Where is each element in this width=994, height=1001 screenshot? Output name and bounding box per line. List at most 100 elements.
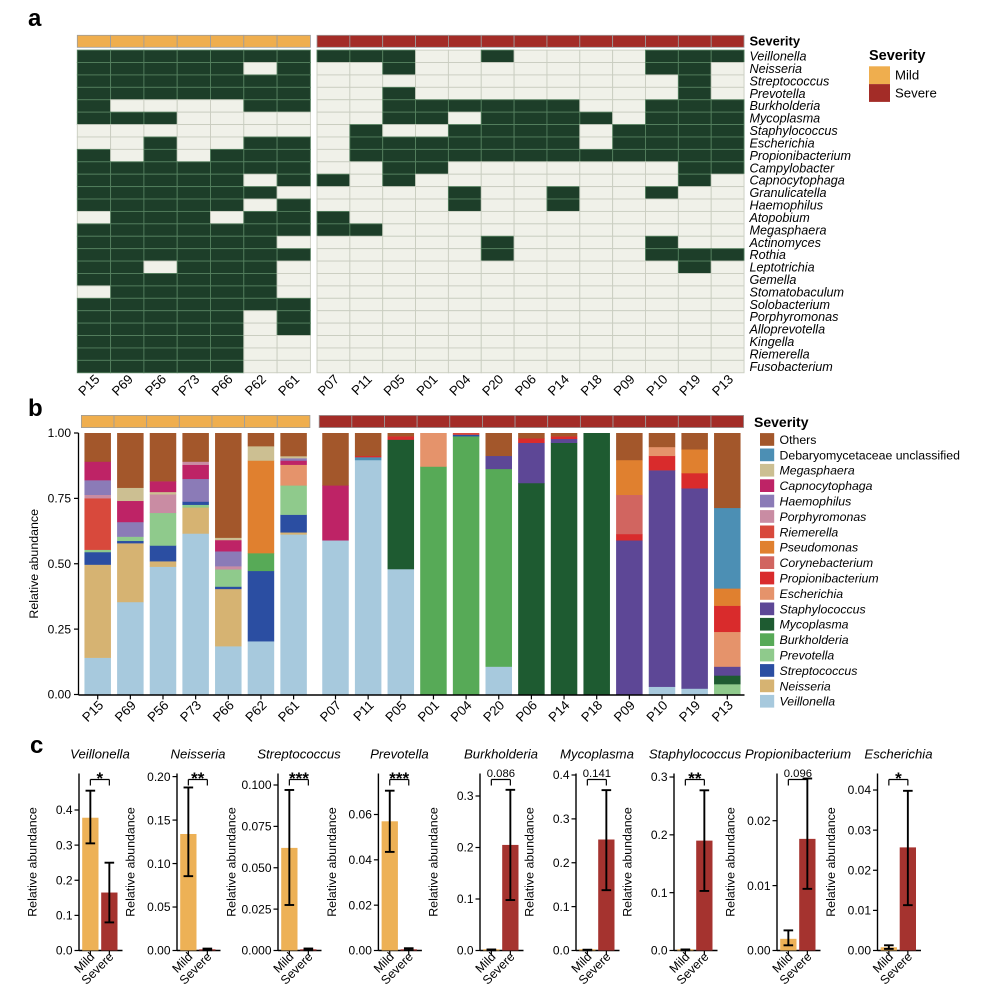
svg-text:***: ***	[289, 769, 309, 788]
svg-text:Veillonella: Veillonella	[70, 747, 130, 762]
svg-text:Relative abundance: Relative abundance	[27, 509, 41, 619]
svg-text:Propionibacterium: Propionibacterium	[750, 149, 852, 163]
svg-text:Staphylococcus: Staphylococcus	[780, 602, 866, 616]
svg-text:Veillonella: Veillonella	[750, 50, 807, 64]
svg-text:Relative abundance: Relative abundance	[824, 807, 838, 917]
svg-text:Staphylococcus: Staphylococcus	[649, 747, 742, 762]
svg-text:Relative abundance: Relative abundance	[724, 807, 738, 917]
svg-text:Atopobium: Atopobium	[749, 211, 810, 225]
svg-text:Capnocytophaga: Capnocytophaga	[750, 174, 845, 188]
svg-text:0.01: 0.01	[747, 879, 771, 893]
svg-text:Relative abundance: Relative abundance	[124, 807, 138, 917]
svg-text:Relative abundance: Relative abundance	[325, 807, 339, 917]
svg-text:Debaryomycetaceae unclassified: Debaryomycetaceae unclassified	[780, 448, 961, 462]
svg-text:0.100: 0.100	[241, 778, 271, 792]
svg-text:Porphyromonas: Porphyromonas	[780, 510, 867, 524]
svg-text:0.000: 0.000	[241, 944, 271, 958]
svg-text:Streptococcus: Streptococcus	[750, 74, 831, 88]
svg-text:***: ***	[389, 769, 409, 788]
svg-text:0.0: 0.0	[56, 944, 73, 958]
svg-text:0.00: 0.00	[147, 944, 171, 958]
svg-text:Riemerella: Riemerella	[750, 347, 810, 361]
svg-text:Leptotrichia: Leptotrichia	[750, 261, 815, 275]
svg-text:Alloprevotella: Alloprevotella	[749, 323, 826, 337]
svg-text:0.1: 0.1	[457, 892, 474, 906]
svg-text:Fusobacterium: Fusobacterium	[750, 360, 833, 374]
svg-text:0.00: 0.00	[747, 944, 771, 958]
svg-text:Escherichia: Escherichia	[864, 747, 932, 762]
svg-text:Prevotella: Prevotella	[780, 649, 835, 663]
svg-text:c: c	[30, 732, 43, 759]
svg-text:0.04: 0.04	[848, 783, 872, 797]
svg-text:Relative abundance: Relative abundance	[26, 807, 40, 917]
svg-text:Haemophilus: Haemophilus	[750, 199, 824, 213]
svg-text:Kingella: Kingella	[750, 335, 795, 349]
svg-text:0.75: 0.75	[48, 492, 72, 506]
svg-text:Burkholderia: Burkholderia	[780, 633, 849, 647]
svg-text:0.2: 0.2	[651, 828, 668, 842]
svg-text:a: a	[28, 5, 42, 32]
svg-text:Haemophilus: Haemophilus	[780, 495, 852, 509]
svg-text:**: **	[191, 769, 205, 788]
svg-text:Prevotella: Prevotella	[370, 747, 429, 762]
svg-text:Relative abundance: Relative abundance	[621, 807, 635, 917]
svg-text:Staphylococcus: Staphylococcus	[750, 124, 839, 138]
svg-text:0.02: 0.02	[848, 864, 872, 878]
svg-text:Severity: Severity	[754, 414, 809, 430]
svg-text:0.3: 0.3	[56, 838, 73, 852]
svg-text:Streptococcus: Streptococcus	[257, 747, 341, 762]
svg-text:0.3: 0.3	[553, 812, 570, 826]
svg-text:Mycoplasma: Mycoplasma	[560, 747, 634, 762]
svg-text:0.50: 0.50	[48, 557, 72, 571]
svg-text:Mild: Mild	[895, 68, 919, 83]
svg-text:Prevotella: Prevotella	[750, 87, 806, 101]
svg-text:0.00: 0.00	[848, 944, 872, 958]
svg-text:0.3: 0.3	[457, 789, 474, 803]
svg-text:Campylobacter: Campylobacter	[750, 161, 836, 175]
svg-text:Streptococcus: Streptococcus	[780, 664, 858, 678]
svg-text:0.086: 0.086	[487, 768, 515, 780]
svg-text:Rothia: Rothia	[750, 248, 786, 262]
svg-text:Capnocytophaga: Capnocytophaga	[780, 479, 873, 493]
svg-text:0.2: 0.2	[56, 874, 73, 888]
svg-text:0.05: 0.05	[147, 900, 171, 914]
svg-text:0.141: 0.141	[583, 768, 611, 780]
svg-text:0.15: 0.15	[147, 813, 171, 827]
svg-text:0.06: 0.06	[349, 808, 373, 822]
svg-text:1.00: 1.00	[48, 426, 72, 440]
svg-text:Megasphaera: Megasphaera	[750, 223, 827, 237]
svg-text:Granulicatella: Granulicatella	[750, 186, 827, 200]
svg-text:0.02: 0.02	[747, 814, 771, 828]
svg-text:0.2: 0.2	[553, 856, 570, 870]
svg-text:Escherichia: Escherichia	[780, 587, 844, 601]
svg-text:0.4: 0.4	[553, 768, 570, 782]
svg-text:0.096: 0.096	[784, 768, 812, 780]
svg-text:0.01: 0.01	[848, 904, 872, 918]
svg-text:Porphyromonas: Porphyromonas	[750, 310, 840, 324]
svg-text:0.050: 0.050	[241, 861, 271, 875]
svg-text:0.03: 0.03	[848, 823, 872, 837]
svg-text:Burkholderia: Burkholderia	[750, 99, 821, 113]
svg-text:0.20: 0.20	[147, 770, 171, 784]
svg-text:Severe: Severe	[895, 85, 937, 100]
svg-text:0.04: 0.04	[349, 853, 373, 867]
svg-text:0.02: 0.02	[349, 898, 373, 912]
svg-text:Severity: Severity	[750, 34, 801, 49]
svg-text:0.00: 0.00	[349, 944, 373, 958]
svg-text:Actinomyces: Actinomyces	[749, 236, 822, 250]
svg-text:*: *	[895, 769, 902, 788]
svg-text:Neisseria: Neisseria	[171, 747, 226, 762]
svg-text:0.00: 0.00	[48, 688, 72, 702]
svg-text:Propionibacterium: Propionibacterium	[745, 747, 851, 762]
svg-text:0.0: 0.0	[553, 944, 570, 958]
svg-text:*: *	[96, 769, 103, 788]
svg-text:Gemella: Gemella	[750, 273, 797, 287]
svg-text:Relative abundance: Relative abundance	[225, 807, 239, 917]
svg-text:Megasphaera: Megasphaera	[780, 464, 855, 478]
svg-text:Neisseria: Neisseria	[780, 679, 831, 693]
svg-text:0.0: 0.0	[457, 944, 474, 958]
svg-text:Escherichia: Escherichia	[750, 137, 815, 151]
svg-text:0.1: 0.1	[651, 886, 668, 900]
svg-text:**: **	[688, 769, 702, 788]
svg-text:0.2: 0.2	[457, 841, 474, 855]
